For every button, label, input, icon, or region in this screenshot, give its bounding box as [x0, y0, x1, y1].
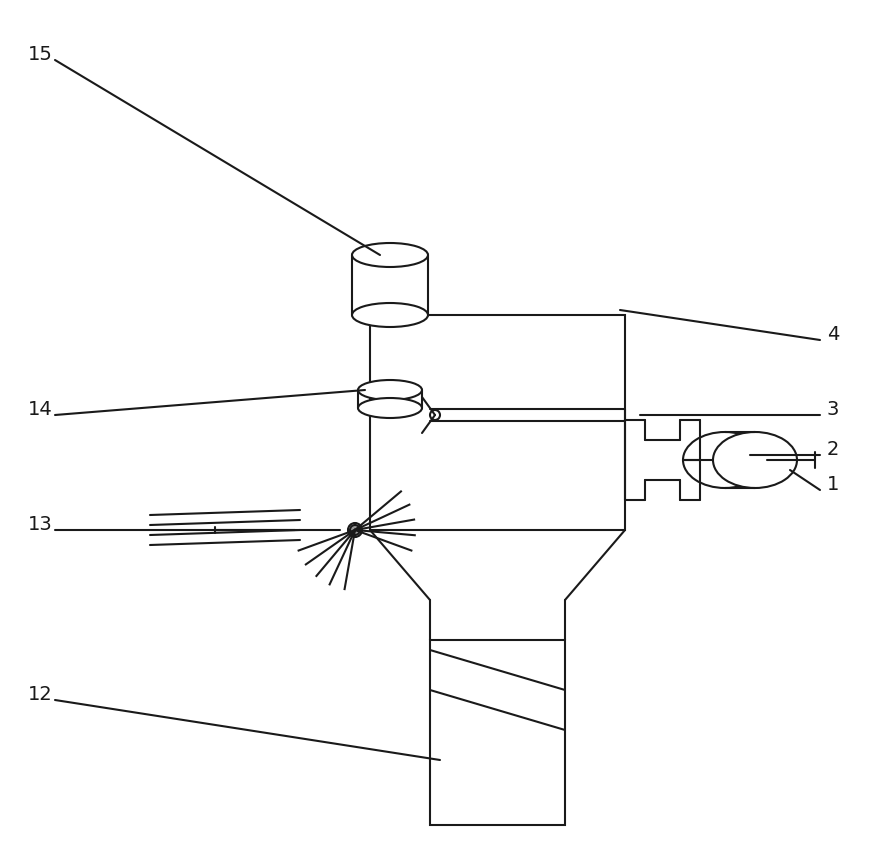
Text: 2: 2 — [827, 440, 839, 459]
Ellipse shape — [358, 380, 422, 400]
Bar — [370, 315, 625, 530]
Ellipse shape — [352, 303, 428, 327]
Ellipse shape — [713, 432, 797, 488]
Bar — [430, 640, 565, 825]
Ellipse shape — [352, 243, 428, 267]
Text: 1: 1 — [827, 475, 839, 494]
Text: 12: 12 — [28, 686, 53, 705]
Text: 4: 4 — [827, 326, 839, 345]
Circle shape — [348, 523, 362, 537]
Text: 3: 3 — [827, 400, 839, 420]
Circle shape — [350, 525, 360, 535]
Ellipse shape — [358, 398, 422, 418]
Ellipse shape — [683, 432, 767, 488]
Text: 13: 13 — [28, 516, 53, 534]
Text: 15: 15 — [28, 45, 53, 64]
Text: 14: 14 — [28, 400, 53, 420]
